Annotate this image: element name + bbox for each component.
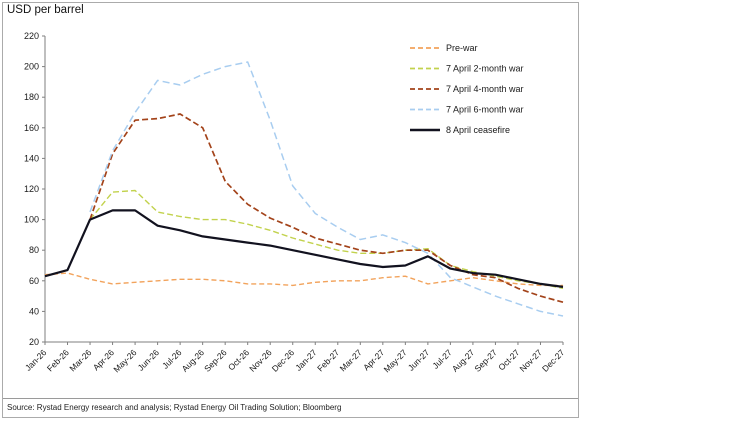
x-tick-label: Feb-26 — [45, 347, 71, 373]
y-tick-label: 80 — [29, 245, 39, 255]
source-note: Source: Rystad Energy research and analy… — [3, 398, 578, 417]
y-tick-label: 40 — [29, 306, 39, 316]
x-tick-label: Dec-27 — [540, 347, 567, 374]
y-tick-label: 100 — [24, 215, 39, 225]
y-tick-label: 180 — [24, 92, 39, 102]
series-line-7-april-6-month-war — [89, 61, 564, 317]
x-tick-label: Oct-27 — [496, 347, 521, 372]
x-tick-label: Aug-27 — [450, 347, 477, 374]
series-line-8-april-ceasefire — [44, 209, 564, 288]
x-tick-label: Nov-26 — [247, 347, 274, 374]
x-tick-label: Nov-27 — [517, 347, 544, 374]
y-tick-label: 200 — [24, 62, 39, 72]
series-line-7-april-4-month-war — [89, 113, 564, 304]
axes — [44, 36, 563, 343]
x-tick-label: Aug-26 — [180, 347, 207, 374]
chart-panel: USD per barrel 20 40 60 80 100 120 140 160 180 20… — [2, 2, 579, 418]
y-tick-label: 140 — [24, 153, 39, 163]
x-tick-label: Jan-26 — [23, 347, 49, 373]
x-tick-label: Jun-27 — [406, 347, 432, 373]
x-tick-label: May-26 — [111, 347, 138, 374]
y-tick-label: 120 — [24, 184, 39, 194]
legend-label-pre-war: Pre-war — [446, 43, 478, 53]
y-tick-label: 160 — [24, 123, 39, 133]
x-tick-label: Feb-27 — [315, 347, 341, 373]
x-tick-label: Oct-26 — [226, 347, 251, 372]
series-line-pre-war — [44, 272, 563, 287]
x-tick-label: May-27 — [382, 347, 409, 374]
x-tick-label: Jan-27 — [293, 347, 319, 373]
y-tick-label: 220 — [24, 31, 39, 41]
legend-label-7-april-2-month-war: 7 April 2-month war — [446, 64, 524, 74]
x-tick-label: Dec-26 — [270, 347, 297, 374]
y-tick-label: 60 — [29, 276, 39, 286]
chart-title: USD per barrel — [7, 4, 84, 16]
x-tick-label: Sep-27 — [472, 347, 499, 374]
y-tick-label: 20 — [29, 337, 39, 347]
legend-label-7-april-6-month-war: 7 April 6-month war — [446, 105, 524, 115]
legend-label-8-april-ceasefire: 8 April ceasefire — [446, 125, 510, 135]
x-tick-label: Mar-26 — [67, 347, 93, 373]
legend-label-7-april-4-month-war: 7 April 4-month war — [446, 84, 524, 94]
x-tick-label: Mar-27 — [338, 347, 364, 373]
price-chart: 20406080100120140160180200220Jan-26Feb-2… — [23, 31, 567, 374]
x-tick-label: Jun-26 — [136, 347, 162, 373]
x-tick-label: Sep-26 — [202, 347, 229, 374]
